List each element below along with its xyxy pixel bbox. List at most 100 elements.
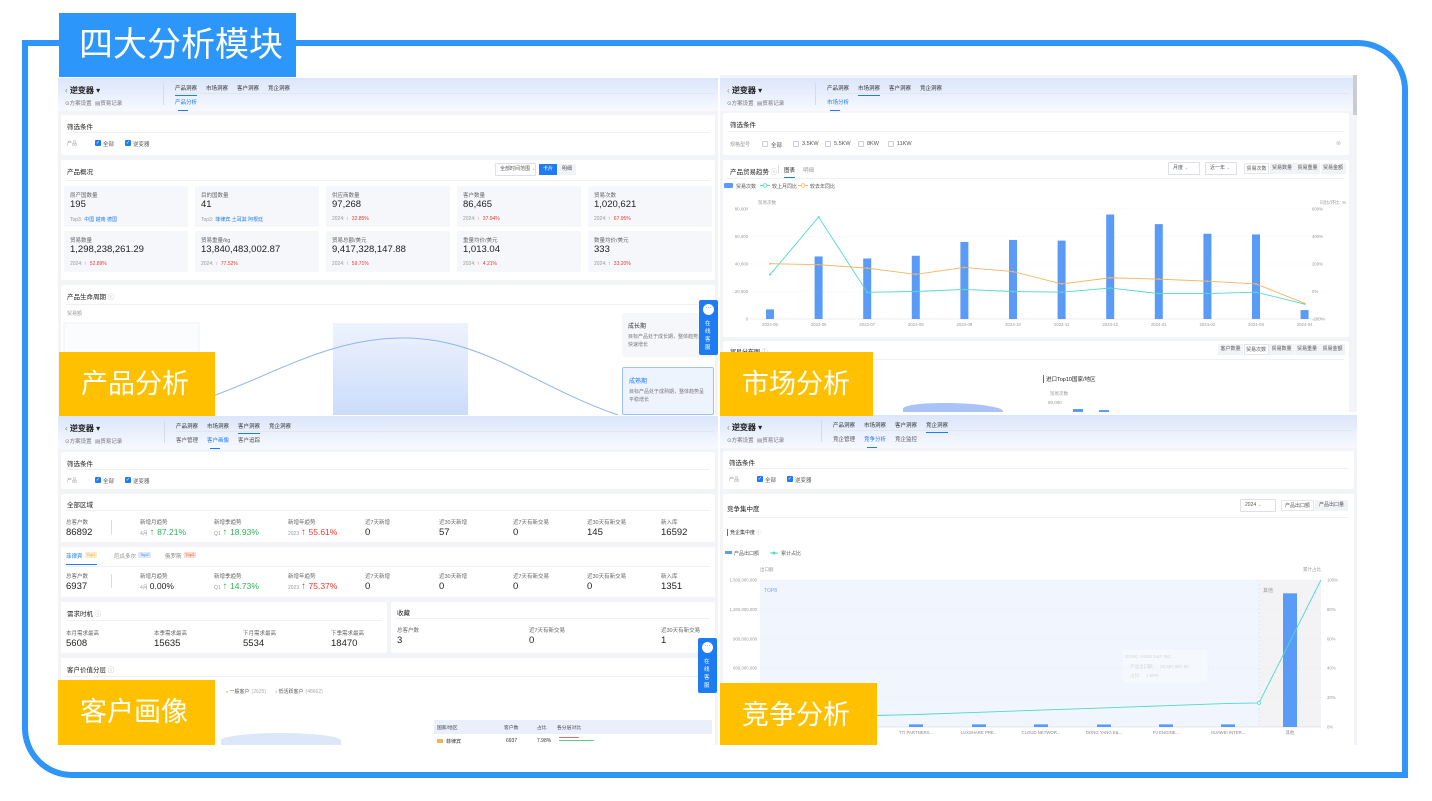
product-selector[interactable]: ‹ 逆变器 ▾ [65, 423, 100, 434]
tab-market-insight[interactable]: 市场洞察 [206, 86, 229, 92]
country-tab[interactable]: 厄瓜多尔 Top2 [114, 552, 151, 564]
metric-value: 0 [365, 527, 370, 538]
lifecycle-stage-card[interactable]: 成长期 目标产品处于成长期，整体趋势呈快速增长 [622, 313, 714, 357]
trade-records-link[interactable]: ▤贸易记录 [95, 437, 122, 445]
subtab[interactable]: 市场分析 [827, 98, 849, 111]
tab-competitor-insight[interactable]: 竞企洞察 [269, 424, 292, 430]
scheme-settings-link[interactable]: ⊙方案设置 [727, 99, 754, 107]
product-filter-label: 产品 [67, 478, 78, 484]
spec-checkbox[interactable] [888, 141, 894, 147]
period-select[interactable]: 月度 ⌄ [1168, 162, 1200, 175]
trade-records-link[interactable]: ▤贸易记录 [757, 99, 784, 107]
range-select[interactable]: 近一年 ⌄ [1205, 162, 1237, 175]
metric-button[interactable]: 贸易重量 [1295, 163, 1320, 174]
distribution-metric-button[interactable]: 贸易数量 [1269, 344, 1294, 355]
tab-product-insight[interactable]: 产品洞察 [827, 86, 850, 92]
distribution-metric-button[interactable]: 贸易金额 [1320, 344, 1345, 355]
detail-view-tab[interactable]: 明细 [803, 168, 815, 174]
stage-name: 成熟期 [629, 379, 648, 385]
country-tab[interactable]: 菲律宾 Top1 [66, 552, 98, 565]
top3-countries-link[interactable]: 中国 越南 德国 [84, 217, 118, 223]
metric-button[interactable]: 贸易次数 [1244, 163, 1269, 174]
tab-market-insight[interactable]: 市场洞察 [858, 84, 881, 96]
tab-market-insight[interactable]: 市场洞察 [207, 424, 230, 430]
legend-item[interactable]: ● 低活跃客户 (48662) [275, 688, 323, 695]
subtab[interactable]: 产品分析 [175, 98, 197, 111]
tab-competitor-insight[interactable]: 竞企洞察 [926, 421, 949, 433]
tab-competitor-insight[interactable]: 竞企洞察 [268, 86, 291, 92]
export-value-button[interactable]: 产品出口额 [1281, 500, 1314, 511]
card-view-button[interactable]: 卡片 [539, 164, 557, 175]
online-service-button[interactable]: ··· 在线客服 [698, 638, 717, 693]
product-filter-label: 产品 [67, 141, 78, 147]
tab-customer-insight[interactable]: 客户洞察 [238, 422, 261, 434]
top3-countries-link[interactable]: 菲律宾 土耳其 阿根廷 [215, 217, 264, 223]
scheme-settings-link[interactable]: ⊙方案设置 [65, 99, 92, 107]
subtab[interactable]: 客户管理 [176, 438, 199, 444]
tab-competitor-insight[interactable]: 竞企洞察 [920, 86, 943, 92]
x-tick-label: 2024-04 [1297, 322, 1313, 327]
trade-records-label: 贸易记录 [762, 101, 785, 107]
product-selector[interactable]: ‹ 逆变器 ▾ [727, 422, 762, 433]
stat-value: 1,298,238,261.29 [70, 244, 144, 255]
tooltip-box [1121, 648, 1209, 684]
tab-market-insight[interactable]: 市场洞察 [864, 423, 887, 429]
checkbox-all[interactable]: ✓ [95, 140, 101, 146]
tab-product-insight[interactable]: 产品洞察 [176, 424, 199, 430]
subtab[interactable]: 客户画像 [207, 436, 229, 449]
spec-checkbox[interactable] [858, 141, 864, 147]
spec-checkbox[interactable] [793, 141, 799, 147]
tab-customer-insight[interactable]: 客户洞察 [895, 423, 918, 429]
export-volume-button[interactable]: 产品出口量 [1315, 500, 1348, 511]
tab-customer-insight[interactable]: 客户洞察 [889, 86, 912, 92]
panel-header: ‹ 逆变器 ▾ ⊙方案设置 ▤贸易记录 产品洞察 市场洞察 客户洞察 竞企洞察竞企管理 竞争分… [720, 415, 1357, 448]
scheme-settings-link[interactable]: ⊙方案设置 [65, 437, 92, 445]
distribution-metric-button[interactable]: 贸易次数 [1243, 344, 1269, 355]
legend-dot-icon: ● [275, 689, 279, 694]
metric-label: 近7天新增 [365, 574, 391, 580]
trend-up-arrow-icon: ↑ [213, 261, 219, 267]
metric-button[interactable]: 贸易金额 [1320, 163, 1346, 174]
year-select[interactable]: 2024 ⌄ [1240, 499, 1276, 512]
spec-checkbox[interactable] [825, 141, 831, 147]
subtab[interactable]: 竞企监控 [895, 437, 918, 443]
line-point [817, 215, 820, 218]
time-range-value: 全部时间范围 [500, 166, 531, 172]
stat-note: 2024: ↑ 77.52% [201, 261, 238, 267]
time-range-select[interactable]: 全部时间范围 ⌄ [495, 163, 536, 176]
checkbox-inverter[interactable]: ✓ [125, 477, 131, 483]
scrollbar[interactable] [1353, 75, 1357, 115]
detail-view-button[interactable]: 明细 [558, 164, 576, 175]
checkbox-all[interactable]: ✓ [95, 477, 101, 483]
panel-header: ‹ 逆变器 ▾ ⊙方案设置 ▤贸易记录 产品洞察 市场洞察 客户洞察 竞企洞察市场分析 [720, 78, 1353, 111]
legend-item[interactable]: ● 一般客户 (2625) [226, 688, 266, 695]
tab-product-insight[interactable]: 产品洞察 [833, 423, 856, 429]
tab-customer-insight[interactable]: 客户洞察 [237, 86, 260, 92]
distribution-metric-button[interactable]: 客户数量 [1218, 344, 1243, 355]
checkbox-all[interactable]: ✓ [757, 476, 763, 482]
demand-title-text: 需求时机 [67, 611, 93, 618]
checkbox-inverter[interactable]: ✓ [125, 140, 131, 146]
scheme-settings-link[interactable]: ⊙方案设置 [727, 436, 754, 444]
trade-records-link[interactable]: ▤贸易记录 [95, 99, 122, 107]
chart-view-tab[interactable]: 图表 [784, 166, 796, 178]
lifecycle-card: 产品生命周期 ⓘ 贸易额 成长期 目标产品处于成长期，整体趋势呈快速增长 成熟期 目标产品… [61, 285, 715, 415]
clear-icon[interactable]: ⊗ [1335, 141, 1341, 147]
checkbox-inverter[interactable]: ✓ [787, 476, 793, 482]
spec-checkbox[interactable] [762, 141, 768, 147]
divider [163, 83, 164, 105]
subtab[interactable]: 竞争分析 [864, 435, 886, 448]
subtab[interactable]: 客户追踪 [238, 438, 261, 444]
lifecycle-stage-card[interactable]: 成熟期 目标产品处于成熟期，整体趋势呈平稳增长 [622, 367, 714, 415]
tab-product-insight[interactable]: 产品洞察 [175, 84, 198, 96]
trade-records-link[interactable]: ▤贸易记录 [757, 436, 784, 444]
subtab[interactable]: 竞企管理 [833, 437, 856, 443]
country-tab[interactable]: 俄罗斯 Top3 [165, 552, 197, 564]
distribution-metric-button[interactable]: 贸易重量 [1294, 344, 1320, 355]
product-selector[interactable]: ‹ 逆变器 ▾ [727, 85, 762, 96]
product-name: 逆变器 [69, 86, 94, 95]
online-service-button[interactable]: ··· 在线客服 [699, 300, 718, 355]
product-selector[interactable]: ‹ 逆变器 ▾ [65, 85, 100, 96]
metric-button[interactable]: 贸易数量 [1269, 163, 1295, 174]
line-point [1060, 282, 1063, 285]
